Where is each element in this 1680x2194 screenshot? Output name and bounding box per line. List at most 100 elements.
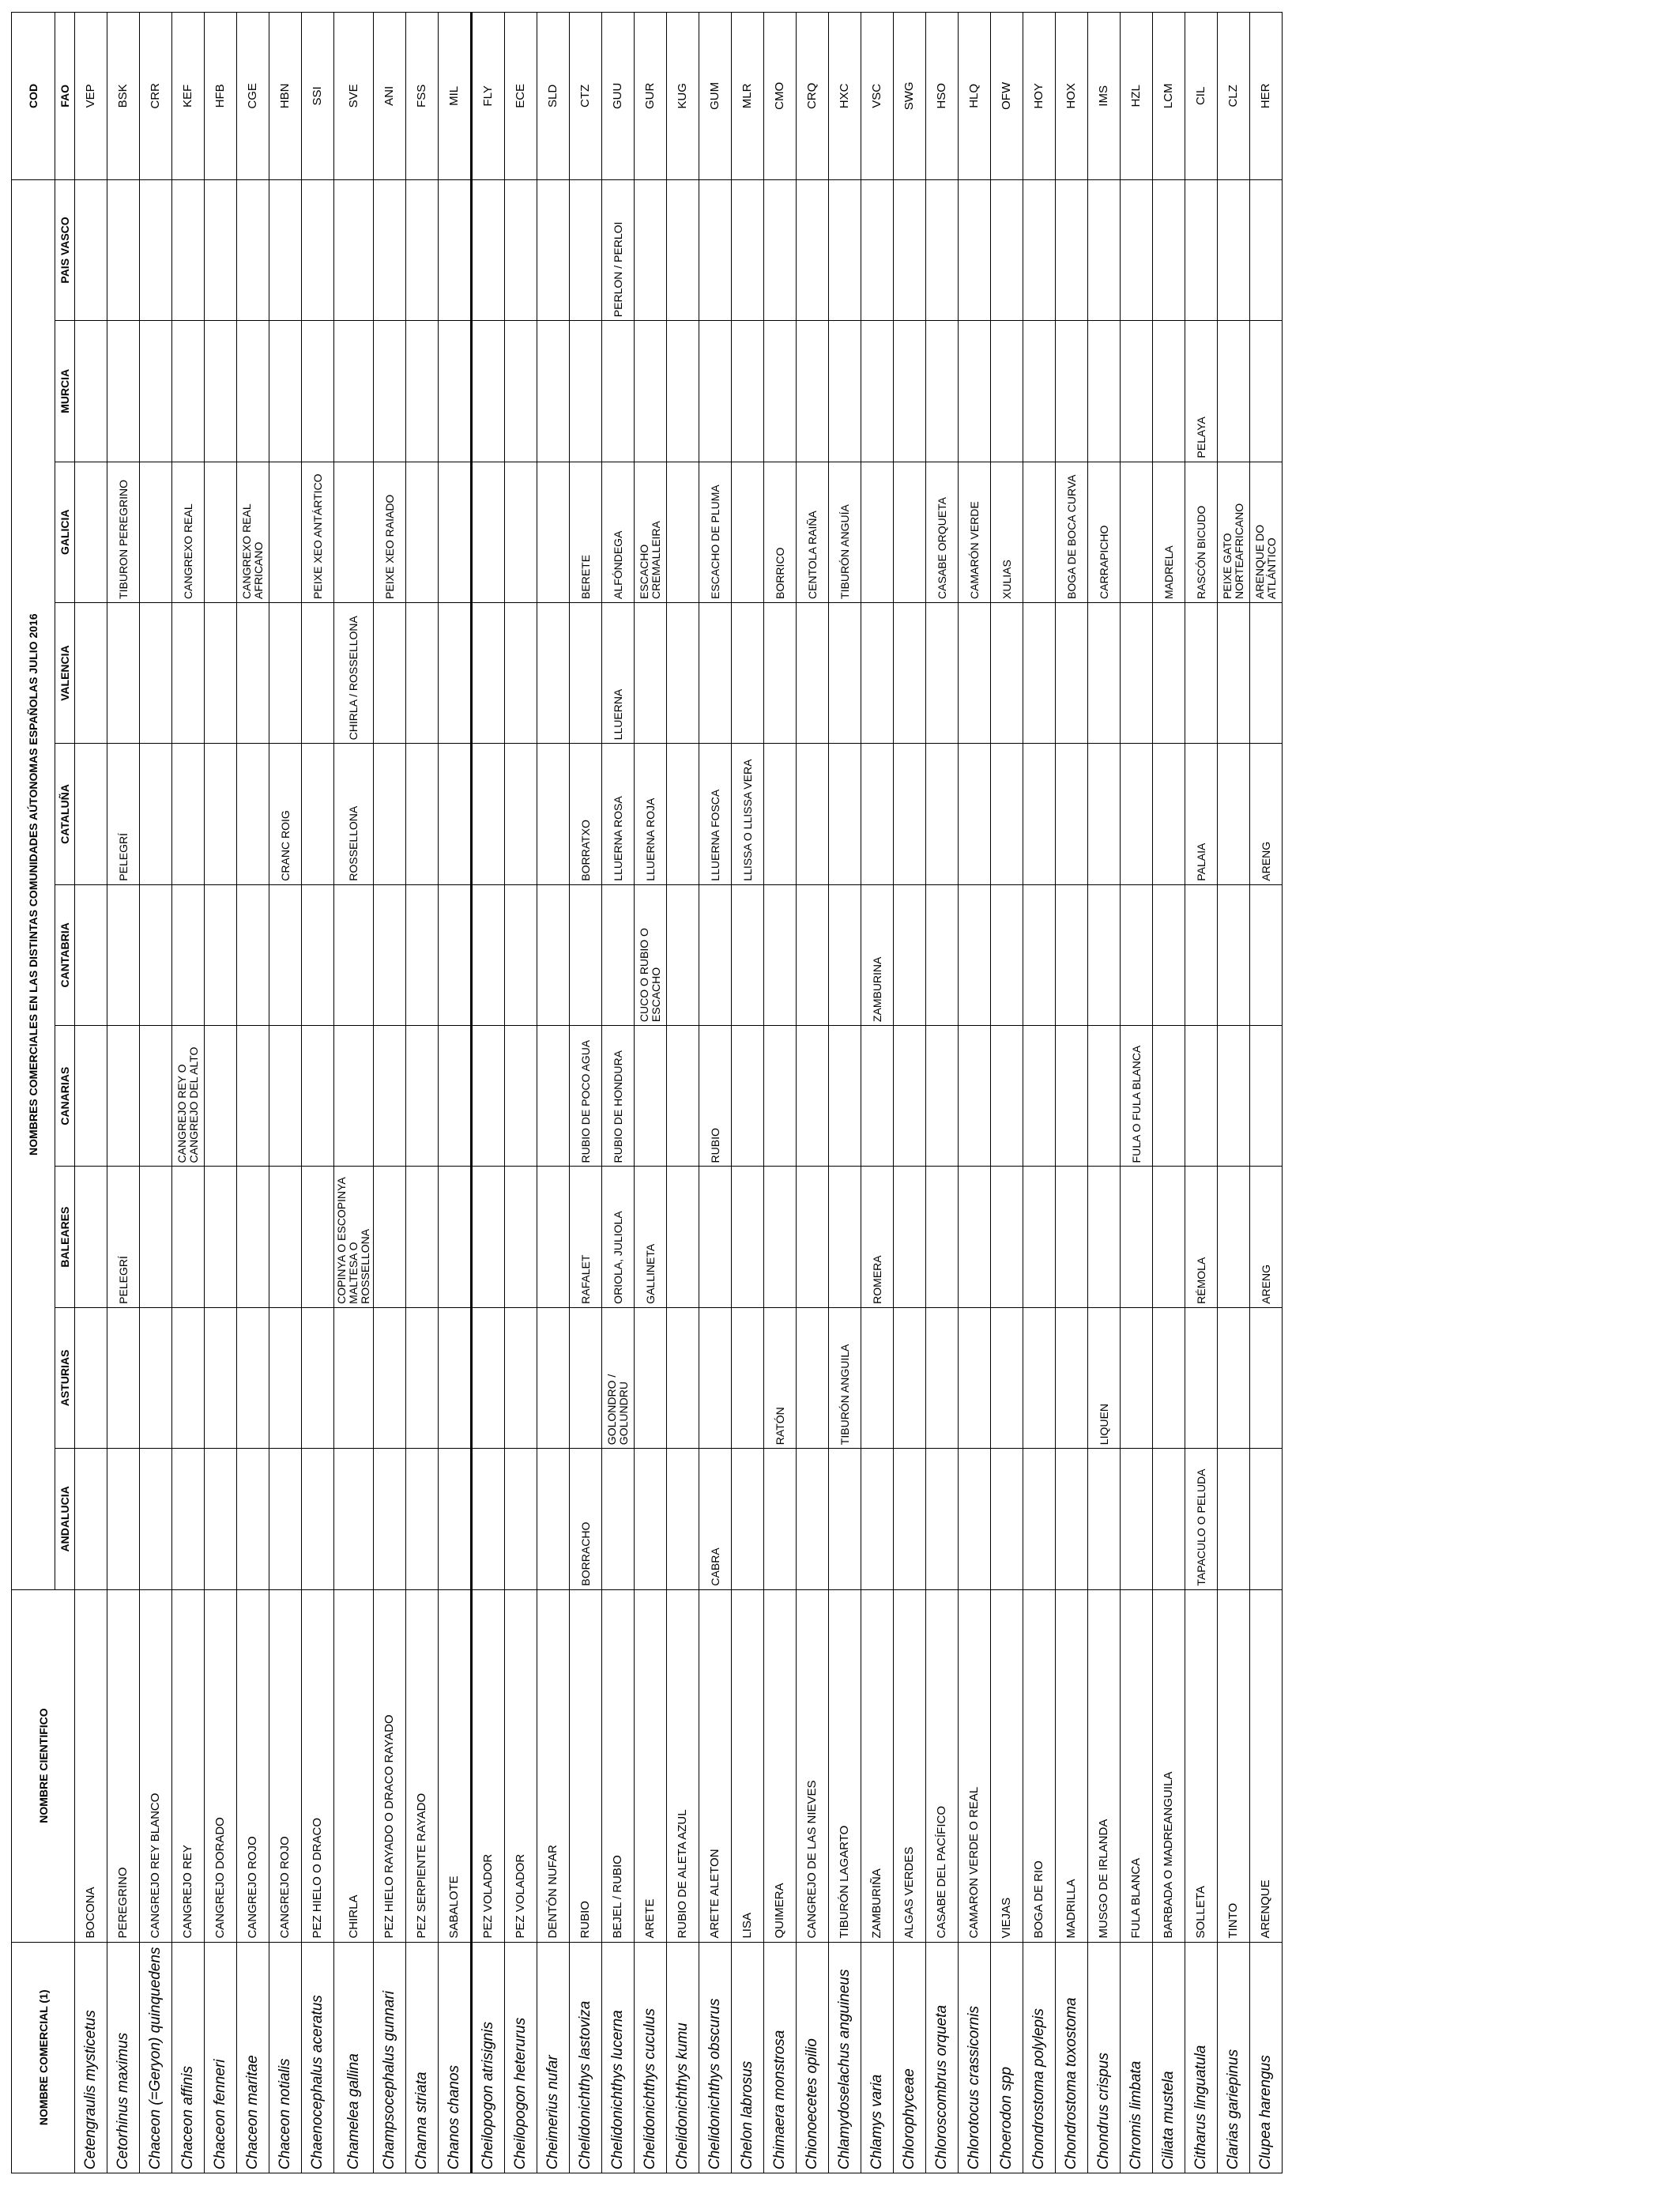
- cell-region-cantabria: [139, 884, 172, 1026]
- cell-region-pais-vasco: [504, 179, 537, 321]
- cell-region-asturias: [301, 1307, 334, 1449]
- cell-region-cataluna: [373, 743, 406, 885]
- cell-fao: HER: [1249, 12, 1283, 180]
- cell-region-pais-vasco: [990, 179, 1023, 321]
- cell-region-galicia: PEIXE XEO RAIADO: [373, 462, 406, 603]
- cell-fao: SSI: [301, 12, 334, 180]
- header-region-canarias: CANARIAS: [55, 1025, 75, 1167]
- cell-region-canarias: [1023, 1025, 1056, 1167]
- cell-region-murcia: [537, 320, 570, 462]
- cell-region-pais-vasco: [958, 179, 991, 321]
- cell-region-andalucia: [731, 1448, 764, 1590]
- cell-cientifico: SABALOTE: [438, 1589, 472, 1943]
- cell-region-andalucia: TAPACULO O PELUDA: [1185, 1448, 1218, 1590]
- cell-region-asturias: [1185, 1307, 1218, 1449]
- cell-region-valencia: [763, 602, 797, 744]
- cell-region-cataluna: [1023, 743, 1056, 885]
- cell-comercial: Chelon labrosus: [731, 1942, 764, 2173]
- cell-region-canarias: [731, 1025, 764, 1167]
- cell-region-asturias: [925, 1307, 959, 1449]
- cell-region-pais-vasco: [204, 179, 237, 321]
- cell-region-valencia: [634, 602, 667, 744]
- table-row: Chaenocephalus aceratus PEZ HIELO O DRACO…: [301, 12, 334, 2173]
- cell-region-cataluna: [471, 743, 505, 885]
- cell-region-murcia: [828, 320, 861, 462]
- cell-region-galicia: PEIXE GATO NORTEAFRICANO: [1217, 462, 1250, 603]
- cell-cientifico: TINTO: [1217, 1589, 1250, 1943]
- cell-comercial: Cheilopogon atrisignis: [471, 1942, 505, 2173]
- cell-region-cataluna: [405, 743, 439, 885]
- table-row: Ciliata mustela BARBADA O MADREANGUILA MAD…: [1152, 12, 1185, 2173]
- cell-region-murcia: [171, 320, 205, 462]
- header-cientifico: NOMBRE CIENTIFICO: [11, 1589, 75, 1943]
- cell-region-canarias: [236, 1025, 269, 1167]
- cell-fao: ANI: [373, 12, 406, 180]
- cell-region-pais-vasco: [925, 179, 959, 321]
- cell-cientifico: MUSGO DE IRLANDA: [1087, 1589, 1121, 1943]
- cell-region-baleares: [139, 1166, 172, 1308]
- cell-region-murcia: [269, 320, 302, 462]
- cell-region-valencia: LLUERNA: [601, 602, 635, 744]
- cell-region-andalucia: [925, 1448, 959, 1590]
- cell-region-cantabria: [796, 884, 829, 1026]
- cell-region-andalucia: [861, 1448, 894, 1590]
- cell-region-cantabria: [107, 884, 140, 1026]
- cell-comercial: Chlorotocus crassicornis: [958, 1942, 991, 2173]
- cell-region-baleares: ORIOLA, JULIOLA: [601, 1166, 635, 1308]
- cell-region-galicia: [666, 462, 699, 603]
- cell-region-pais-vasco: [1217, 179, 1250, 321]
- cell-region-canarias: CANGREJO REY O CANGREJO DEL ALTO: [171, 1025, 205, 1167]
- cell-region-pais-vasco: [537, 179, 570, 321]
- cell-region-cataluna: [74, 743, 107, 885]
- cell-region-cantabria: [958, 884, 991, 1026]
- cell-region-murcia: [1152, 320, 1185, 462]
- cell-region-valencia: [1249, 602, 1283, 744]
- cell-region-murcia: [569, 320, 602, 462]
- cell-region-valencia: [893, 602, 926, 744]
- cell-region-cantabria: [569, 884, 602, 1026]
- cell-region-cantabria: [990, 884, 1023, 1026]
- cell-region-asturias: [893, 1307, 926, 1449]
- cell-region-baleares: [537, 1166, 570, 1308]
- header-group: NOMBRES COMERCIALES EN LAS DISTINTAS COM…: [11, 179, 55, 1590]
- cell-region-valencia: [569, 602, 602, 744]
- cell-region-cantabria: [1249, 884, 1283, 1026]
- cell-region-pais-vasco: [1120, 179, 1153, 321]
- cell-region-galicia: BOGA DE BOCA CURVA: [1055, 462, 1088, 603]
- cell-region-cantabria: [731, 884, 764, 1026]
- table-row: Chelidonichthys obscurus ARETE ALETON CABR…: [699, 12, 732, 2173]
- cell-cientifico: MADRILLA: [1055, 1589, 1088, 1943]
- cell-region-andalucia: [171, 1448, 205, 1590]
- cell-fao: KUG: [666, 12, 699, 180]
- cell-region-pais-vasco: [893, 179, 926, 321]
- cell-region-galicia: ESCACHO CREMALLEIRA: [634, 462, 667, 603]
- cell-fao: HXC: [828, 12, 861, 180]
- cell-region-baleares: [301, 1166, 334, 1308]
- cell-region-cantabria: [1217, 884, 1250, 1026]
- cell-region-asturias: GOLONDRO / GOLUNDRU: [601, 1307, 635, 1449]
- cell-region-canarias: [438, 1025, 472, 1167]
- cell-region-baleares: ARENG: [1249, 1166, 1283, 1308]
- cell-region-canarias: [333, 1025, 374, 1167]
- cell-cientifico: SOLLETA: [1185, 1589, 1218, 1943]
- cell-region-murcia: [763, 320, 797, 462]
- cell-region-canarias: [204, 1025, 237, 1167]
- cell-region-andalucia: BORRACHO: [569, 1448, 602, 1590]
- cell-fao: VEP: [74, 12, 107, 180]
- cell-region-baleares: [504, 1166, 537, 1308]
- cell-region-cantabria: [763, 884, 797, 1026]
- cell-region-valencia: [1120, 602, 1153, 744]
- cell-cientifico: ALGAS VERDES: [893, 1589, 926, 1943]
- cell-region-pais-vasco: [107, 179, 140, 321]
- cell-region-murcia: [333, 320, 374, 462]
- cell-region-galicia: [438, 462, 472, 603]
- cell-region-murcia: [990, 320, 1023, 462]
- cell-region-cataluna: LLISSA O LLISSA VERA: [731, 743, 764, 885]
- cell-region-pais-vasco: [796, 179, 829, 321]
- cell-region-andalucia: [1055, 1448, 1088, 1590]
- cell-comercial: Chlorophyceae: [893, 1942, 926, 2173]
- cell-cientifico: CAMARON VERDE O REAL: [958, 1589, 991, 1943]
- cell-region-valencia: [925, 602, 959, 744]
- cell-fao: HSO: [925, 12, 959, 180]
